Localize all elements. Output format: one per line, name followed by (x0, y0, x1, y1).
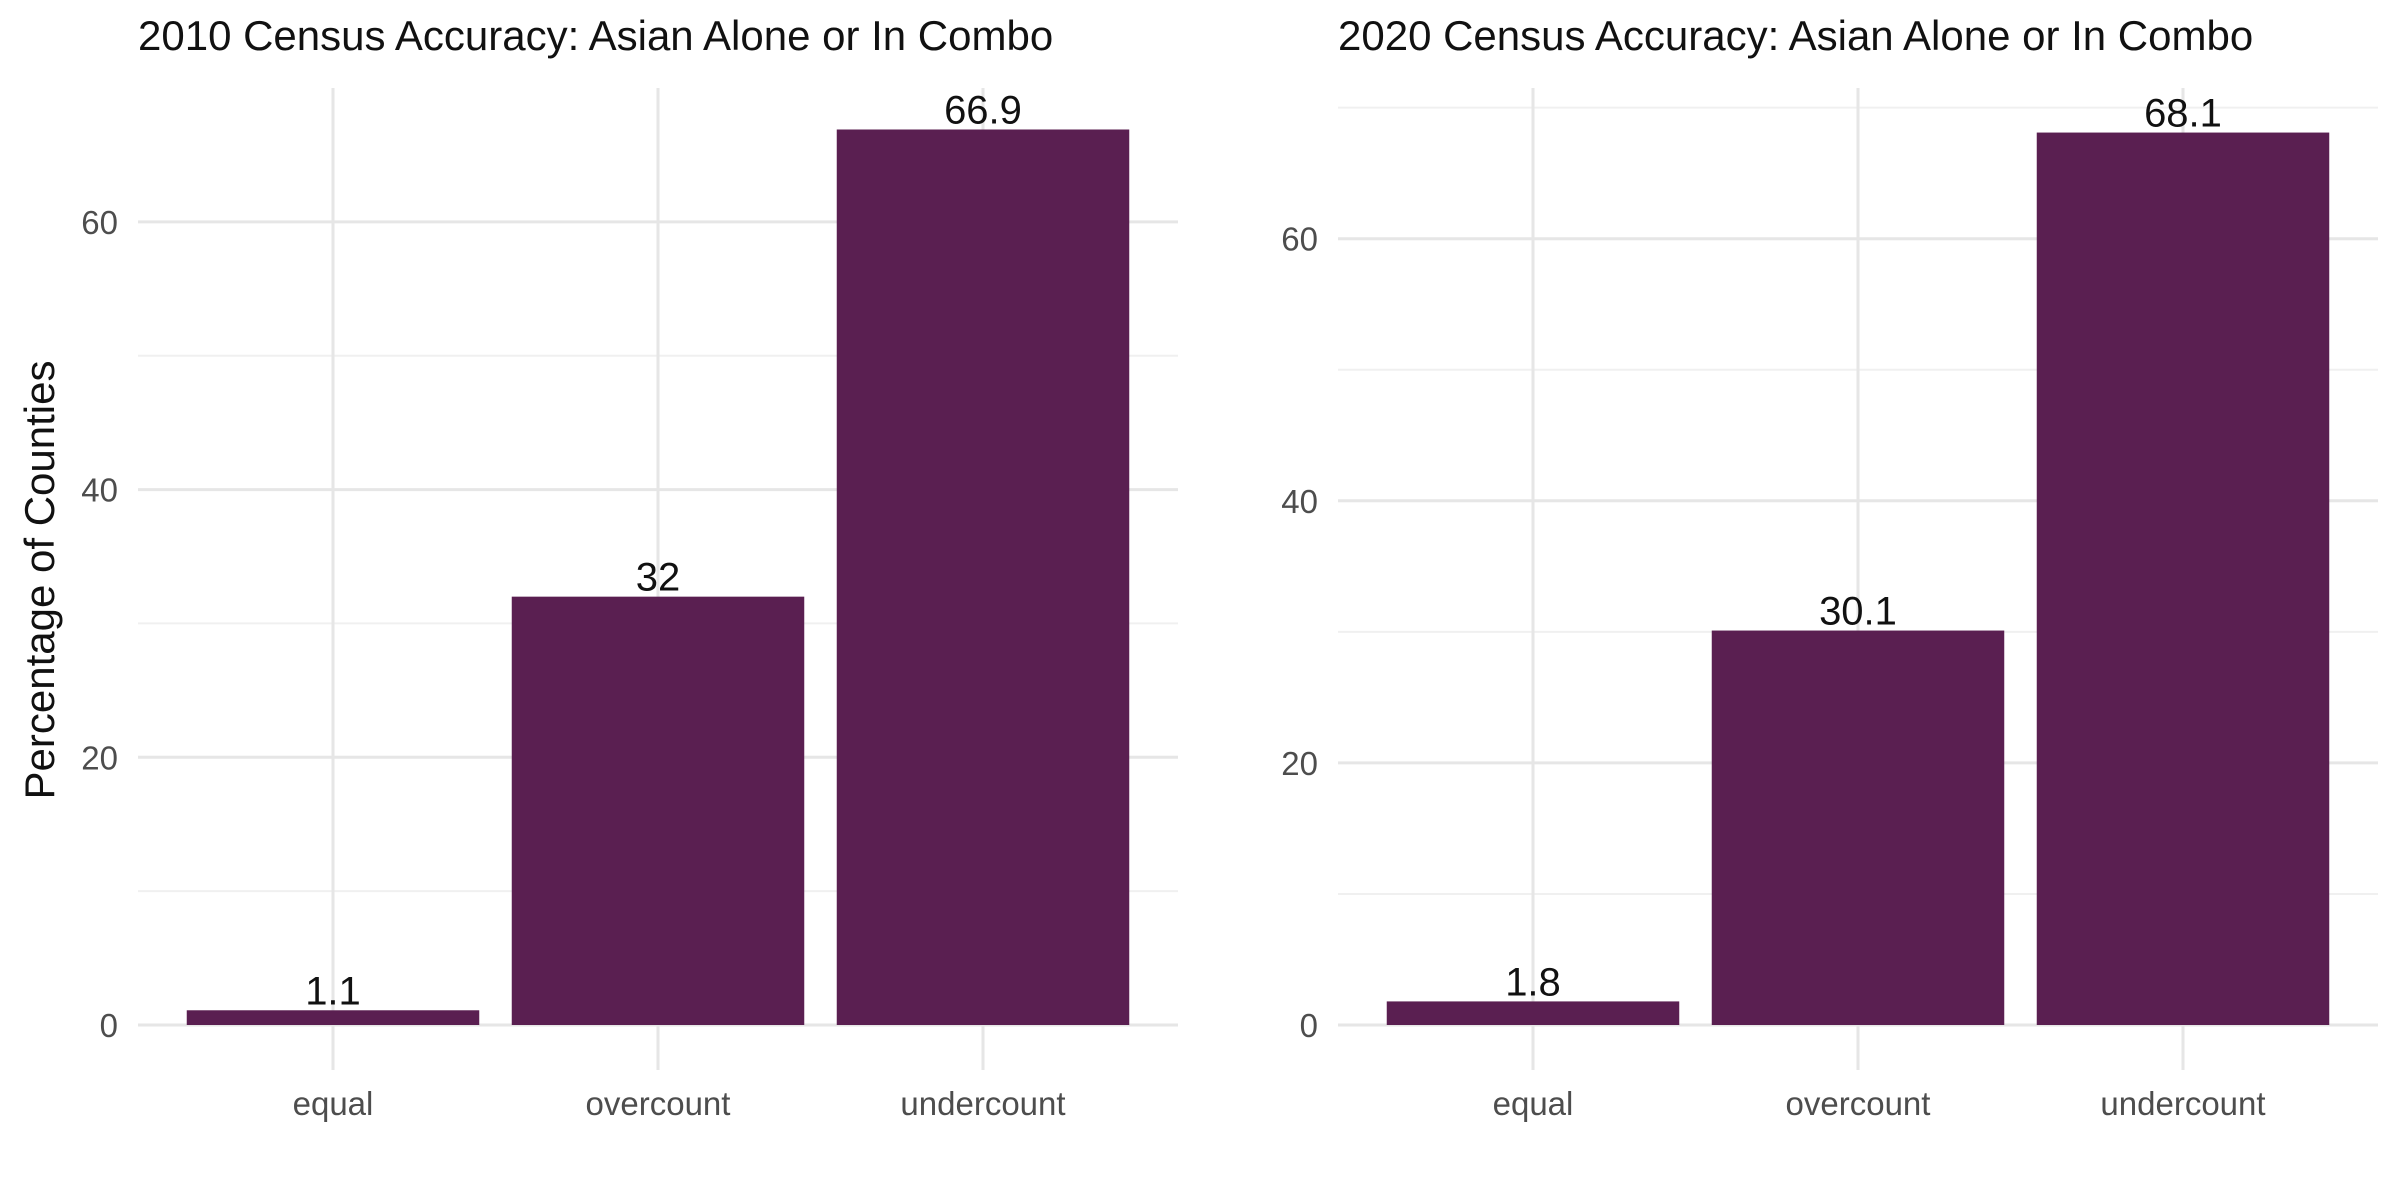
panel-2-data-label-overcount: 30.1 (1819, 590, 1897, 634)
panel-1-bar-overcount (511, 596, 805, 1025)
panel-2-y-tick-label: 40 (1281, 483, 1318, 520)
panel-1-data-label-equal: 1.1 (305, 969, 361, 1013)
panel-2-bar-undercount (2036, 132, 2330, 1025)
panel-1-bar-equal (186, 1010, 480, 1025)
panel-1-title: 2010 Census Accuracy: Asian Alone or In … (138, 12, 1054, 59)
panel-2-data-label-undercount: 68.1 (2144, 92, 2222, 136)
panel-2-data-label-equal: 1.8 (1505, 960, 1561, 1004)
panel-2-x-tick-label-equal: equal (1493, 1085, 1574, 1122)
panel-2-y-tick-label: 60 (1281, 221, 1318, 258)
panel-1-y-tick-label: 0 (100, 1007, 118, 1044)
panel-2-y-tick-label: 20 (1281, 745, 1318, 782)
panel-1-y-tick-label: 40 (81, 472, 118, 509)
panel-2-x-tick-label-undercount: undercount (2100, 1085, 2265, 1122)
panel-1-data-label-undercount: 66.9 (944, 88, 1022, 132)
panel-1-data-label-overcount: 32 (636, 556, 681, 600)
panel-2-title: 2020 Census Accuracy: Asian Alone or In … (1338, 12, 2254, 59)
panel-2-x-tick-label-overcount: overcount (1786, 1085, 1931, 1122)
panel-2-bar-equal (1386, 1001, 1680, 1025)
panel-1-bar-undercount (836, 129, 1130, 1025)
panel-2-bar-overcount (1711, 630, 2005, 1025)
panel-2-y-tick-label: 0 (1300, 1007, 1318, 1044)
panel-1-x-tick-label-equal: equal (293, 1085, 374, 1122)
panel-1-x-tick-label-overcount: overcount (586, 1085, 731, 1122)
panel-1-y-tick-label: 60 (81, 204, 118, 241)
panel-1-x-tick-label-undercount: undercount (900, 1085, 1065, 1122)
panel-1-y-tick-label: 20 (81, 739, 118, 776)
